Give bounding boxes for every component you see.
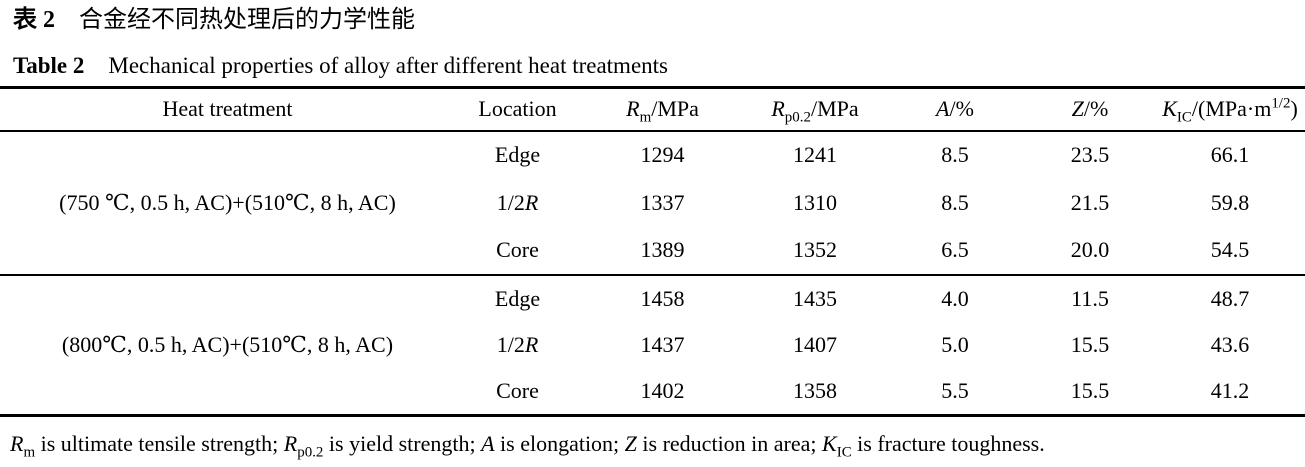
kic-value: 43.6 xyxy=(1210,332,1250,357)
table-footnote: Rm is ultimate tensile strength; Rp0.2 i… xyxy=(10,431,1045,461)
location-cell: Core xyxy=(496,378,539,404)
table-caption-chinese: 表 2 合金经不同热处理后的力学性能 xyxy=(13,5,415,35)
col-header-elongation: A/% xyxy=(936,96,974,122)
reduction-value: 20.0 xyxy=(1070,237,1110,262)
table-row: 1/2R 1337 1310 8.5 21.5 59.8 xyxy=(0,179,1305,227)
reduction-value: 21.5 xyxy=(1070,189,1110,215)
kic-value: 59.8 xyxy=(1210,189,1250,215)
rp02-value: 1435 xyxy=(793,285,837,311)
rm-value: 1402 xyxy=(640,378,685,404)
table-number-english: Table 2 xyxy=(13,53,85,78)
rm-value: 1294 xyxy=(640,142,685,167)
col-header-rm: Rm/MPa xyxy=(626,96,699,126)
col-header-rp02: Rp0.2/MPa xyxy=(771,96,859,126)
col-header-kic: KIC/(MPa·m1/2) xyxy=(1162,95,1298,126)
elongation-value: 4.0 xyxy=(941,285,969,311)
table-caption-english-text: Mechanical properties of alloy after dif… xyxy=(108,53,669,78)
rp02-value: 1358 xyxy=(793,378,837,404)
col-header-reduction: Z/% xyxy=(1071,96,1109,122)
reduction-value: 11.5 xyxy=(1071,285,1109,311)
table-row: 1/2R 1437 1407 5.0 15.5 43.6 xyxy=(0,322,1305,369)
elongation-value: 6.5 xyxy=(941,237,969,262)
table-row: Core 1389 1352 6.5 20.0 54.5 xyxy=(0,227,1305,275)
location-cell: Edge xyxy=(494,285,541,311)
table-caption-english: Table 2 Mechanical properties of alloy af… xyxy=(13,51,668,80)
location-cell: Core xyxy=(496,237,539,262)
elongation-value: 5.5 xyxy=(941,378,969,404)
location-cell: Edge xyxy=(494,142,541,167)
rp02-value: 1407 xyxy=(793,332,837,357)
table-number-chinese: 表 2 xyxy=(13,7,55,33)
elongation-value: 5.0 xyxy=(941,332,969,357)
table-row: (800℃, 0.5 h, AC)+(510℃, 8 h, AC) Edge 1… xyxy=(0,275,1305,357)
rp02-value: 1241 xyxy=(793,142,837,167)
header-row: Heat treatment Location Rm/MPa Rp0.2/MPa… xyxy=(0,88,1305,131)
rp02-value: 1310 xyxy=(793,189,837,215)
reduction-value: 15.5 xyxy=(1070,378,1110,404)
table-row: Core 1402 1358 5.5 15.5 41.2 xyxy=(0,369,1305,416)
table-row: (750 ℃, 0.5 h, AC)+(510℃, 8 h, AC) Edge … xyxy=(0,131,1305,215)
treatment-group-800: (800℃, 0.5 h, AC)+(510℃, 8 h, AC) Edge 1… xyxy=(0,275,1305,416)
kic-value: 66.1 xyxy=(1210,142,1250,167)
table-header: Heat treatment Location Rm/MPa Rp0.2/MPa… xyxy=(0,88,1305,131)
heat-treatment-cell: (800℃, 0.5 h, AC)+(510℃, 8 h, AC) xyxy=(61,331,394,357)
rm-value: 1389 xyxy=(640,237,685,262)
reduction-value: 23.5 xyxy=(1070,142,1110,167)
heat-treatment-cell: (750 ℃, 0.5 h, AC)+(510℃, 8 h, AC) xyxy=(59,189,396,215)
elongation-value: 8.5 xyxy=(941,142,969,167)
rm-value: 1437 xyxy=(640,332,685,357)
rm-value: 1337 xyxy=(640,189,685,215)
col-header-heat-treatment: Heat treatment xyxy=(162,96,293,122)
location-cell: 1/2R xyxy=(496,332,539,357)
mechanical-properties-table: Heat treatment Location Rm/MPa Rp0.2/MPa… xyxy=(0,86,1305,417)
kic-value: 48.7 xyxy=(1210,285,1250,311)
elongation-value: 8.5 xyxy=(941,189,969,215)
kic-value: 41.2 xyxy=(1210,378,1250,404)
table-caption-chinese-text: 合金经不同热处理后的力学性能 xyxy=(79,7,415,33)
rm-value: 1458 xyxy=(640,285,685,311)
treatment-group-750: (750 ℃, 0.5 h, AC)+(510℃, 8 h, AC) Edge … xyxy=(0,131,1305,275)
kic-value: 54.5 xyxy=(1210,237,1250,262)
col-header-location: Location xyxy=(478,96,557,122)
rp02-value: 1352 xyxy=(793,237,837,262)
location-cell: 1/2R xyxy=(496,189,539,215)
reduction-value: 15.5 xyxy=(1070,332,1110,357)
